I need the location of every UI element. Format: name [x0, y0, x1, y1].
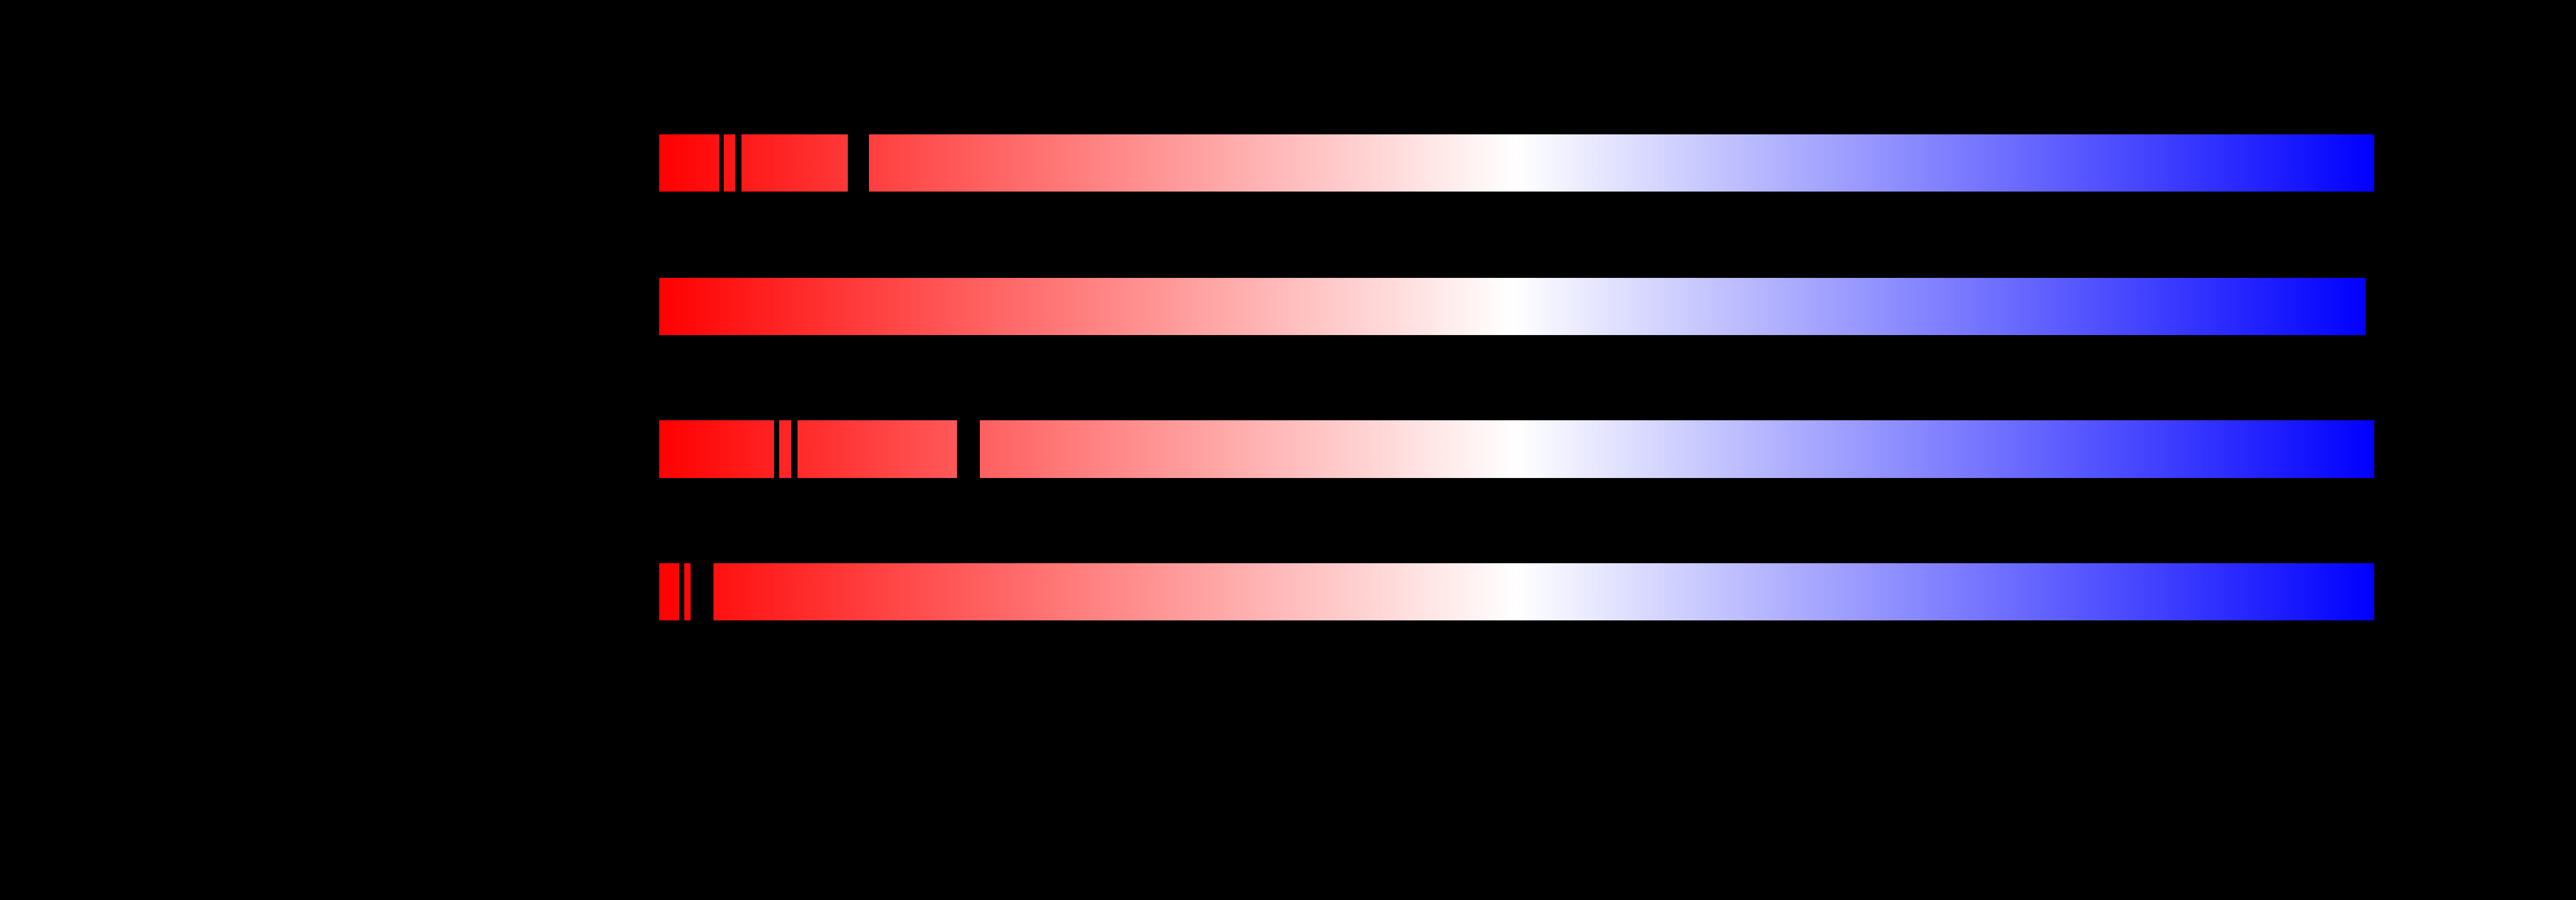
gap-marker-row-4-2	[691, 563, 713, 620]
gap-marker-row-3-1	[774, 420, 779, 478]
gap-marker-row-3-3	[957, 420, 980, 478]
gap-marker-row-1-2	[735, 134, 741, 192]
gap-marker-row-4-1	[679, 563, 684, 620]
gap-marker-row-3-2	[791, 420, 797, 478]
gradient-bar-row-3	[659, 420, 2374, 478]
gradient-bar-row-2	[659, 278, 2366, 335]
gap-marker-row-1-1	[719, 134, 724, 192]
gradient-bar-row-4	[659, 563, 2374, 620]
gradient-bar-row-1	[659, 134, 2374, 192]
gap-marker-row-1-3	[848, 134, 869, 192]
